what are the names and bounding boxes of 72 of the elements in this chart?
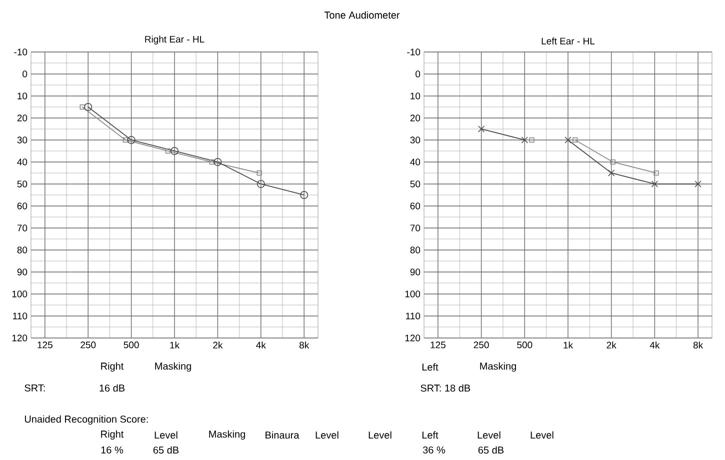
text: 16 % bbox=[101, 446, 124, 454]
x-tick-label: 2k bbox=[213, 342, 223, 348]
x-tick-label: 500 bbox=[517, 342, 532, 348]
y-tick-label: 50 bbox=[410, 180, 420, 188]
y-tick-label: 120 bbox=[405, 334, 420, 342]
point bbox=[608, 170, 615, 176]
text: SRT: bbox=[24, 384, 45, 392]
y-tick-label: 80 bbox=[410, 246, 420, 254]
y-tick-label: 110 bbox=[406, 312, 420, 320]
y-tick-label: 120 bbox=[12, 334, 28, 342]
text: Unaided Recognition Score: bbox=[24, 415, 148, 425]
x-tick-label: 8k bbox=[299, 342, 310, 348]
x-tick-label: 250 bbox=[474, 342, 489, 348]
point bbox=[651, 180, 658, 188]
y-tick-label: 0 bbox=[416, 70, 420, 78]
text: Masking bbox=[209, 430, 245, 440]
y-tick-label: 30 bbox=[17, 136, 28, 144]
x-tick-label: 1k bbox=[170, 342, 180, 348]
x-tick-label: 250 bbox=[80, 342, 96, 348]
point bbox=[564, 136, 572, 144]
y-tick-label: 80 bbox=[17, 246, 28, 254]
x-tick-label: 2k bbox=[606, 342, 616, 348]
x-tick-label: 4k bbox=[650, 342, 660, 348]
text: Tone Audiometer bbox=[324, 11, 400, 19]
y-tick-label: 60 bbox=[410, 202, 420, 210]
y-tick-label: 70 bbox=[17, 224, 28, 232]
text: Right bbox=[101, 362, 124, 372]
y-tick-label: 100 bbox=[405, 290, 420, 298]
text: 16 dB bbox=[100, 384, 125, 392]
x-tick-label: 125 bbox=[430, 342, 446, 348]
text: Level bbox=[368, 431, 392, 439]
text: Level bbox=[530, 431, 554, 439]
point bbox=[654, 170, 659, 176]
text: Right bbox=[101, 430, 124, 440]
y-tick-label: 70 bbox=[410, 224, 420, 232]
y-tick-label: 90 bbox=[17, 268, 28, 276]
text: 65 dB bbox=[153, 446, 179, 454]
y-tick-label: 0 bbox=[22, 70, 28, 78]
text: Masking bbox=[155, 362, 191, 372]
chart-title: Left Ear - HL bbox=[542, 37, 595, 44]
y-tick-label: 10 bbox=[18, 92, 28, 100]
y-tick-label: 90 bbox=[410, 268, 420, 276]
y-tick-label: -10 bbox=[407, 48, 420, 56]
chart-title: Right Ear - HL bbox=[145, 36, 204, 44]
y-tick-label: 10 bbox=[410, 92, 420, 100]
x-tick-label: 4k bbox=[256, 342, 266, 348]
y-tick-label: 100 bbox=[12, 290, 28, 298]
text: Left bbox=[422, 431, 438, 439]
y-tick-label: 110 bbox=[13, 312, 28, 320]
point bbox=[610, 159, 616, 165]
y-tick-label: 40 bbox=[17, 158, 28, 166]
point bbox=[694, 180, 702, 188]
y-tick-label: -10 bbox=[14, 48, 28, 56]
y-tick-label: 40 bbox=[410, 158, 420, 166]
x-tick-label: 125 bbox=[38, 342, 52, 348]
text: 36 % bbox=[422, 446, 446, 454]
text: Left bbox=[422, 363, 438, 371]
text: 65 dB bbox=[478, 446, 504, 454]
y-tick-label: 50 bbox=[17, 180, 28, 188]
text: Level bbox=[154, 431, 178, 439]
x-tick-label: 500 bbox=[124, 342, 139, 348]
text: Level bbox=[316, 431, 338, 439]
text: Binaura bbox=[266, 431, 300, 439]
y-tick-label: 30 bbox=[410, 136, 420, 144]
x-tick-label: 8k bbox=[693, 342, 704, 348]
y-tick-label: 20 bbox=[410, 114, 420, 122]
text: Level bbox=[478, 431, 500, 439]
y-tick-label: 60 bbox=[17, 202, 28, 210]
y-tick-label: 20 bbox=[17, 114, 28, 122]
text: SRT: 18 dB bbox=[420, 384, 470, 392]
text: Masking bbox=[480, 362, 516, 372]
x-tick-label: 1k bbox=[564, 342, 574, 348]
